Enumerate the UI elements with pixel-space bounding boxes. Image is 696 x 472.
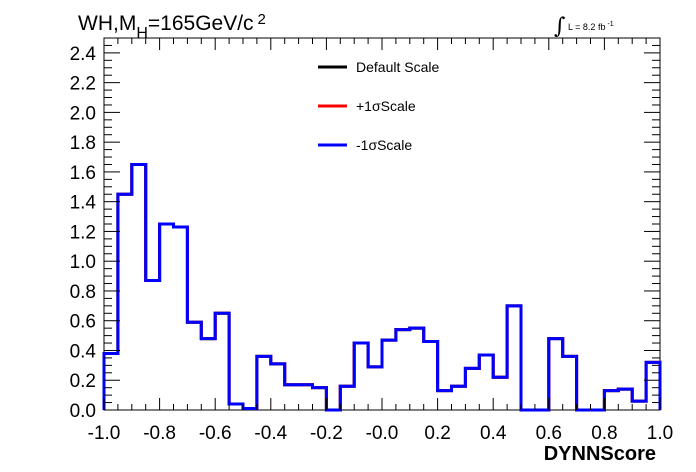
luminosity-label: L = 8.2 fb -1 — [568, 21, 614, 32]
y-tick-label: 0.8 — [70, 282, 96, 303]
y-tick-label: 1.8 — [70, 133, 96, 154]
x-tick-label: -1.0 — [88, 423, 121, 444]
x-tick-label: 0.4 — [480, 423, 507, 444]
y-tick-label: 2.4 — [70, 44, 97, 65]
y-tick-label: 0.6 — [70, 312, 96, 333]
x-tick-label: 0.8 — [591, 423, 617, 444]
y-tick-label: 0.4 — [70, 341, 97, 362]
x-tick-label: -0.8 — [143, 423, 176, 444]
x-tick-label: 0.6 — [536, 423, 562, 444]
legend: Default Scale +1σScale -1σScale — [318, 59, 439, 153]
y-tick-label: 2.2 — [70, 74, 96, 95]
y-tick-label: 1.4 — [70, 193, 97, 214]
y-tick-label: 0.0 — [70, 401, 96, 422]
y-tick-label: 1.2 — [70, 222, 96, 243]
legend-label-minus1sigma: -1σScale — [356, 137, 412, 153]
legend-label-default: Default Scale — [356, 59, 439, 75]
x-tick-label: -0.0 — [366, 423, 399, 444]
integral-sign-icon: ∫ — [554, 14, 566, 39]
chart-title: WH,MH=165GeV/c 2 — [78, 11, 266, 42]
x-tick-label: -0.6 — [199, 423, 232, 444]
series-layer — [102, 162, 662, 412]
x-tick-label: -0.4 — [254, 423, 287, 444]
y-tick-label: 1.6 — [70, 163, 96, 184]
y-tick-label: 2.0 — [70, 103, 96, 124]
x-tick-label: 0.2 — [424, 423, 450, 444]
y-tick-label: 0.2 — [70, 371, 96, 392]
x-tick-label: -0.2 — [310, 423, 343, 444]
y-tick-label: 1.0 — [70, 252, 96, 273]
legend-label-plus1sigma: +1σScale — [356, 98, 416, 114]
series-line-2 — [102, 162, 662, 412]
x-axis-title: DYNNScore — [544, 443, 656, 465]
x-tick-label: 1.0 — [647, 423, 673, 444]
axes-layer: -1.0 -0.8 -0.6 -0.4 -0.2 -0.0 0.2 0.4 0.6 0.8 1.0 0… — [70, 37, 673, 444]
